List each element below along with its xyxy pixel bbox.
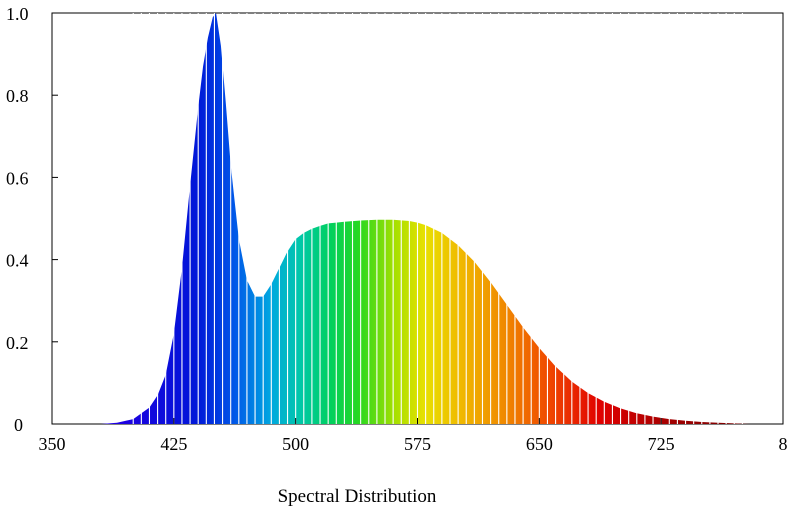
y-tick-label: 0.6 xyxy=(6,168,29,188)
x-tick-label: 8 xyxy=(779,434,788,454)
y-tick-label: 0.8 xyxy=(6,86,29,106)
y-tick-label: 1.0 xyxy=(6,4,29,24)
y-axis-ticks: 0 0.2 0.4 0.6 0.8 1.0 xyxy=(6,4,58,435)
x-axis-ticks: 350 425 500 575 650 725 8 xyxy=(39,418,788,454)
x-tick-label: 725 xyxy=(648,434,675,454)
spectrum-banding xyxy=(132,13,743,424)
x-tick-label: 650 xyxy=(526,434,553,454)
x-tick-label: 350 xyxy=(39,434,66,454)
x-tick-label: 575 xyxy=(404,434,431,454)
y-tick-label: 0.2 xyxy=(6,333,29,353)
x-axis-label: Spectral Distribution xyxy=(278,486,437,507)
x-tick-label: 500 xyxy=(282,434,309,454)
y-tick-label: 0 xyxy=(14,415,23,435)
x-tick-label: 425 xyxy=(160,434,187,454)
y-tick-label: 0.4 xyxy=(6,251,29,271)
